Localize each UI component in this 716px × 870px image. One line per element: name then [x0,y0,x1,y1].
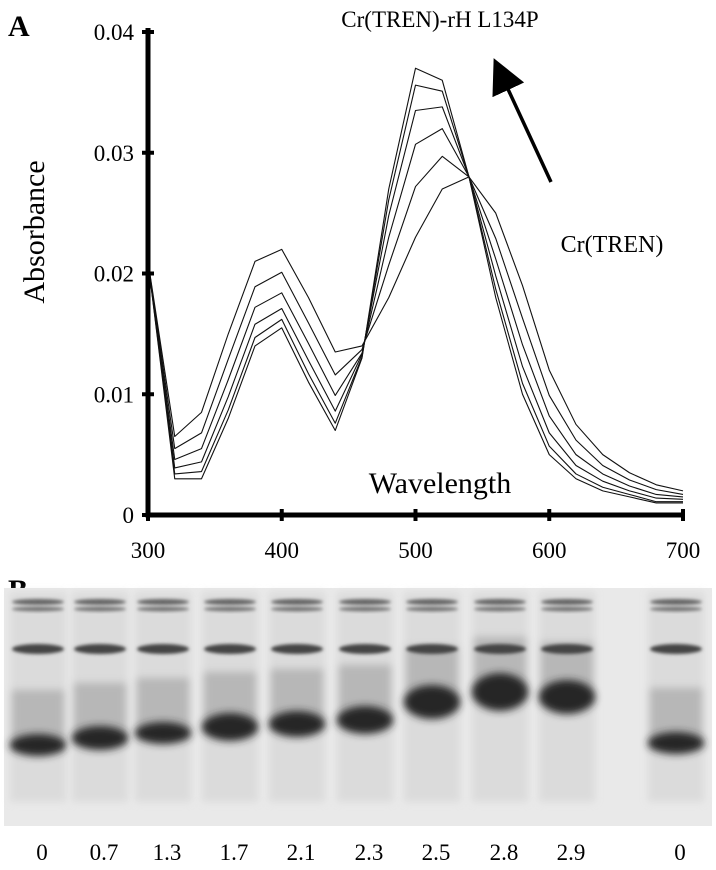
gel-band [269,711,325,737]
gel-band [650,644,702,654]
x-axis-label: Wavelength [369,467,512,500]
spectrum-line [147,128,684,498]
lane-label: 0 [36,840,48,865]
spectrum-line [147,176,684,492]
gel-band [339,599,391,605]
lane-label: 2.3 [355,840,384,865]
spectrum-line [147,67,683,504]
arrow [492,58,553,183]
gel-band [137,599,189,605]
gel-band [137,644,189,654]
gel-band [541,644,593,654]
gel-band [539,680,595,714]
gel-band [648,732,704,754]
gel-band [650,599,702,605]
gel-band [204,606,256,612]
gel-band [406,606,458,612]
gel-band [12,599,64,605]
gel-band [204,599,256,605]
gel-band [339,644,391,654]
spectrum-line [147,84,683,503]
x-tick-label: 700 [666,538,701,563]
lane-label: 1.7 [220,840,249,865]
spectrum-line [147,106,684,500]
gel-band [12,644,64,654]
y-tick-label: 0.03 [94,141,134,166]
gel-band [337,706,393,734]
gel-band [541,599,593,605]
lane-label: 1.3 [153,840,182,865]
gel-band [541,606,593,612]
lane-label: 2.5 [422,840,451,865]
lane-label: 0 [674,840,686,865]
spectra-panel: A Cr(TREN)-rH L134P Cr(TREN) Wavelength … [8,7,700,563]
gel-band [12,606,64,612]
x-tick-label: 400 [265,538,300,563]
y-tick-label: 0.01 [94,382,134,407]
x-tick-label: 300 [131,538,166,563]
gel-band [204,644,256,654]
gel-band [74,606,126,612]
gel-band [10,734,66,756]
gel-band [474,644,526,654]
y-tick-label: 0 [123,503,135,528]
gel-band [202,713,258,741]
gel-band [474,606,526,612]
y-tick-label: 0.02 [94,262,134,287]
y-tick-label: 0.04 [94,20,135,45]
gel-band [406,599,458,605]
annotation: Cr(TREN) [561,232,664,258]
lane-label: 0.7 [90,840,119,865]
gel-band [339,606,391,612]
lane-label: 2.1 [287,840,316,865]
chart-title: Cr(TREN)-rH L134P [341,7,538,32]
panel-label: A [8,10,30,43]
gel-band [404,685,460,719]
x-tick-label: 600 [532,538,567,563]
gel-band [406,644,458,654]
gel-band [474,599,526,605]
gel-band [137,606,189,612]
gel-band [271,606,323,612]
gel-band [74,644,126,654]
spectrum-line [147,155,684,496]
lane-label: 2.9 [557,840,586,865]
gel-band [650,606,702,612]
gel-band [271,599,323,605]
x-tick-label: 500 [398,538,433,563]
gel-band [271,644,323,654]
y-axis-label: Absorbance [18,160,51,303]
gel-band [472,673,528,711]
gel-band [74,599,126,605]
gel-panel: B 00.71.31.72.12.32.52.82.90 [4,574,712,865]
lane-label: 2.8 [490,840,519,865]
gel-band [135,722,191,744]
gel-band [72,726,128,750]
